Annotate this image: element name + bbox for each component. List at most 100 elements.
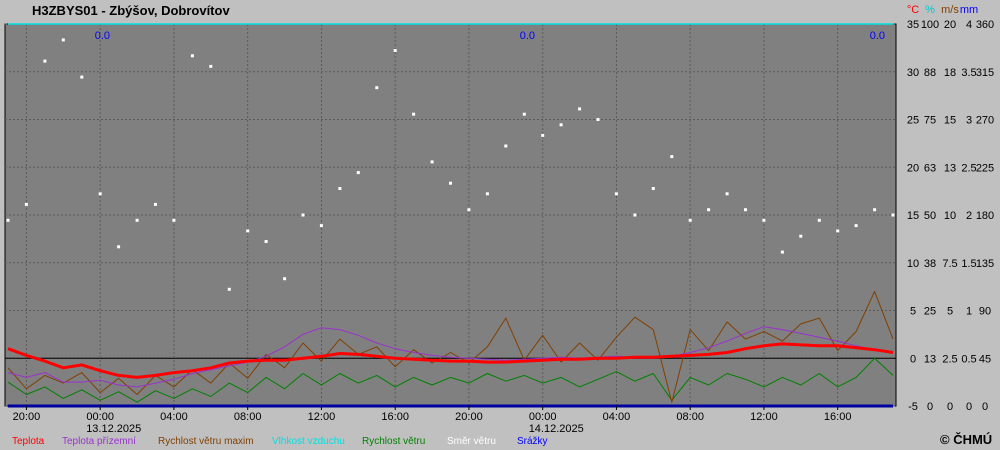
wind-direction-point <box>485 192 489 196</box>
wind-direction-point <box>135 218 139 222</box>
x-tick-label: 08:00 <box>676 411 704 423</box>
wind-direction-point <box>559 123 563 127</box>
wind-direction-point <box>817 218 821 222</box>
wind-direction-point <box>854 224 858 228</box>
axis-tick-label: 10 <box>944 210 956 222</box>
wind-direction-point <box>246 229 250 233</box>
x-tick-label: 16:00 <box>824 411 852 423</box>
wind-direction-point <box>799 234 803 238</box>
precip-label: 0.0 <box>95 30 110 42</box>
wind-direction-point <box>98 192 102 196</box>
wind-direction-point <box>467 208 471 212</box>
legend: Teplota Teplota přízemní Rychlost větru ma… <box>12 436 548 447</box>
axis-tick-label: 0 <box>947 401 953 413</box>
axis-tick-label: 0 <box>982 401 988 413</box>
wind-direction-point <box>633 213 637 217</box>
x-tick-label: 16:00 <box>381 411 409 423</box>
axis-tick-label: 100 <box>921 19 939 31</box>
axis-tick-label: 225 <box>976 162 994 174</box>
wind-direction-point <box>762 218 766 222</box>
x-tick-label: 08:00 <box>234 411 262 423</box>
wind-direction-point <box>43 59 47 63</box>
x-tick-label: 12:00 <box>308 411 336 423</box>
wind-direction-point <box>190 54 194 58</box>
legend-item: Vlhkost vzduchu <box>272 436 345 447</box>
axis-tick-label: 2.5 <box>942 353 957 365</box>
wind-direction-point <box>449 181 452 185</box>
axis-tick-label: 0 <box>927 401 933 413</box>
axis-unit: m/s <box>941 4 959 16</box>
legend-item: Směr větru <box>447 436 496 447</box>
x-tick-label: 00:00 <box>86 411 114 423</box>
wind-direction-point <box>356 171 360 175</box>
axis-unit: mm <box>960 4 978 16</box>
wind-direction-point <box>227 287 231 291</box>
wind-direction-point <box>209 64 213 68</box>
axis-tick-label: 2 <box>966 210 972 222</box>
wind-direction-point <box>375 86 379 90</box>
x-tick-label: 04:00 <box>160 411 188 423</box>
wind-direction-point <box>522 112 526 116</box>
legend-item: Srážky <box>517 436 548 447</box>
axis-tick-label: 0 <box>910 353 916 365</box>
wind-direction-point <box>430 160 434 164</box>
x-tick-label: 12:00 <box>750 411 778 423</box>
axis-tick-label: 20 <box>944 19 956 31</box>
wind-direction-point <box>412 112 416 116</box>
axis-tick-label: 7.5 <box>942 258 957 270</box>
axis-tick-label: 315 <box>976 67 994 79</box>
wind-direction-point <box>578 107 582 111</box>
wind-direction-point <box>504 144 508 148</box>
legend-item: Rychlost větru maxim <box>158 436 254 447</box>
axis-unit: °C <box>907 4 919 16</box>
wind-direction-point <box>744 208 747 212</box>
x-tick-label: 04:00 <box>603 411 631 423</box>
series-line-wind-speed <box>7 357 894 403</box>
wind-direction-point <box>614 192 618 196</box>
axis-tick-label: 0.5 <box>961 353 976 365</box>
wind-direction-point <box>319 224 323 228</box>
axis-tick-label: -5 <box>908 401 918 413</box>
axis-tick-label: 15 <box>944 115 956 127</box>
wind-direction-point <box>780 250 784 254</box>
axis-tick-label: 3 <box>966 115 972 127</box>
axis-tick-label: 5 <box>910 306 916 318</box>
axis-tick-label: 90 <box>979 306 991 318</box>
axis-tick-label: 360 <box>976 19 994 31</box>
x-tick-label: 20:00 <box>455 411 483 423</box>
wind-direction-point <box>541 133 545 137</box>
axis-tick-label: 30 <box>907 67 919 79</box>
legend-item: Rychlost větru <box>362 436 425 447</box>
wind-direction-point <box>172 218 176 222</box>
axis-tick-label: 5 <box>947 306 953 318</box>
series-line-ground-temperature <box>7 326 894 388</box>
series-layer <box>6 23 895 408</box>
axis-tick-label: 4 <box>966 19 972 31</box>
axis-tick-label: 15 <box>907 210 919 222</box>
wind-direction-point <box>393 49 397 52</box>
wind-direction-point <box>80 75 84 79</box>
axis-tick-label: 18 <box>944 67 956 79</box>
axis-tick-label: 10 <box>907 258 919 270</box>
axis-tick-label: 20 <box>907 162 919 174</box>
wind-direction-point <box>117 245 121 249</box>
wind-direction-point <box>707 208 711 212</box>
axis-tick-label: 25 <box>907 115 919 127</box>
axis-tick-label: 50 <box>924 210 936 222</box>
axis-tick-label: 135 <box>976 258 994 270</box>
axis-unit: % <box>925 4 935 16</box>
precip-labels: 0.0 0.0 0.0 <box>95 30 885 42</box>
axis-tick-label: 2.5 <box>961 162 976 174</box>
axis-tick-label: 1 <box>966 306 972 318</box>
wind-direction-point <box>651 187 655 190</box>
x-axis: 20:00 00:00 04:00 08:00 12:00 16:00 20:00 00:00… <box>13 406 852 435</box>
wind-direction-point <box>891 213 895 217</box>
wind-direction-point <box>338 187 342 190</box>
axis-tick-label: 0 <box>966 401 972 413</box>
axis-tick-label: 75 <box>924 115 936 127</box>
precip-label: 0.0 <box>520 30 535 42</box>
wind-direction-point <box>301 213 305 217</box>
wind-direction-point <box>6 218 10 222</box>
chart-title: H3ZBYS01 - Zbýšov, Dobrovítov <box>32 3 230 18</box>
